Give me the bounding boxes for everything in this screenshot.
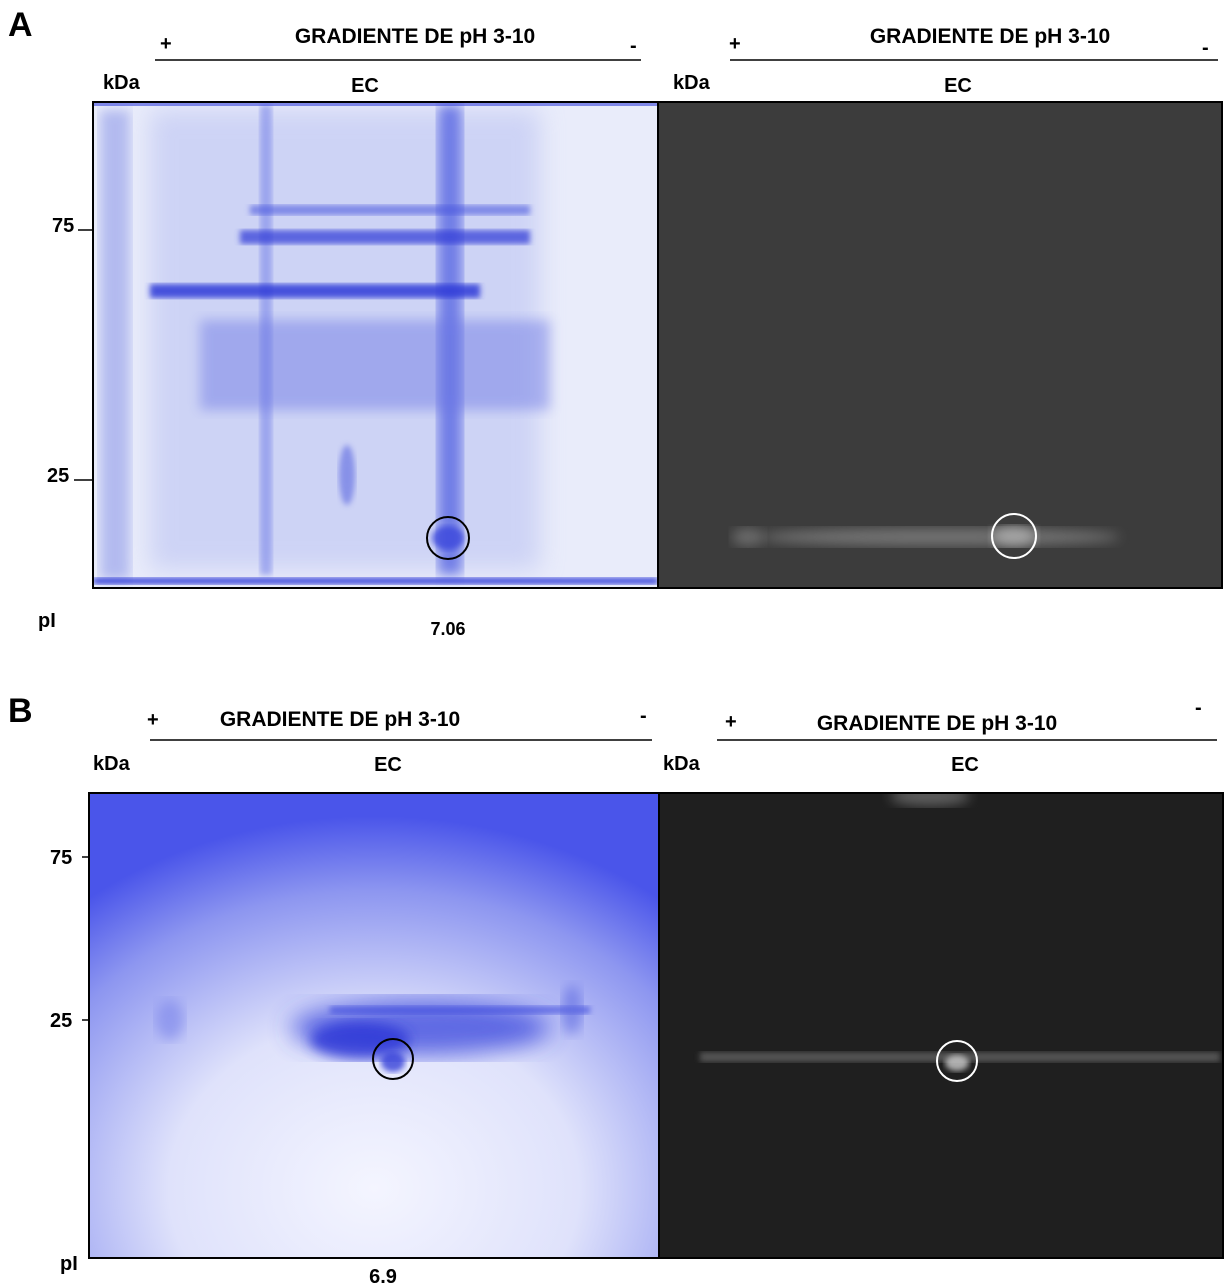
gradient-label: GRADIENTE DE pH 3-10 <box>295 25 535 48</box>
plus-sign: + <box>729 33 741 55</box>
gel-band <box>150 284 480 298</box>
gel-band <box>330 1006 590 1014</box>
gel-spot <box>562 985 582 1035</box>
activity-spot <box>945 1055 969 1071</box>
gel-spot <box>339 445 355 505</box>
marker-label: 25 <box>50 1010 72 1032</box>
gel-b-stained <box>89 793 659 1258</box>
gel-band <box>250 205 530 215</box>
gel-frame <box>657 101 1223 589</box>
kda-label: kDa <box>673 72 711 94</box>
gel-smear <box>200 320 550 410</box>
gel-smear <box>310 1022 410 1058</box>
gradient-label: GRADIENTE DE pH 3-10 <box>220 708 460 731</box>
marker-label: 25 <box>47 465 69 487</box>
gel-spot <box>381 1052 405 1072</box>
panel-label: A <box>8 6 33 44</box>
gel-background <box>659 793 1223 1258</box>
minus-sign: - <box>1202 37 1209 59</box>
gel-a-stained <box>93 102 658 588</box>
pi-label: pI <box>38 610 56 632</box>
gel-frame <box>658 792 1224 1259</box>
spot-circle <box>426 516 470 560</box>
plus-sign: + <box>160 33 172 55</box>
activity-band <box>760 528 1120 546</box>
marker-lane <box>100 110 130 580</box>
minus-sign: - <box>1195 697 1202 719</box>
panel-label: B <box>8 692 33 730</box>
activity-spot <box>992 526 1036 546</box>
gel-a-zymogram <box>658 102 1222 588</box>
gel-artifact <box>890 793 970 806</box>
pi-label: pI <box>60 1253 78 1275</box>
sample-label: EC <box>374 754 402 776</box>
plus-sign: + <box>147 709 159 731</box>
gel-band <box>240 230 530 244</box>
gradient-label: GRADIENTE DE pH 3-10 <box>870 25 1110 48</box>
spot-circle <box>372 1038 414 1080</box>
pi-value: 6.9 <box>369 1266 397 1287</box>
sample-label: EC <box>944 75 972 97</box>
spot-circle <box>936 1040 978 1082</box>
gel-front <box>93 578 658 584</box>
gel-spot <box>432 526 464 550</box>
minus-sign: - <box>640 705 647 727</box>
spot-circle <box>991 513 1037 559</box>
pi-value: 7.06 <box>430 619 465 639</box>
gradient-label: GRADIENTE DE pH 3-10 <box>817 712 1057 735</box>
gel-top <box>93 102 658 106</box>
gel-spot <box>156 1000 184 1040</box>
plus-sign: + <box>725 711 737 733</box>
kda-label: kDa <box>663 753 701 775</box>
sample-label: EC <box>351 75 379 97</box>
minus-sign: - <box>630 35 637 57</box>
marker-label: 75 <box>50 847 72 869</box>
kda-label: kDa <box>93 753 131 775</box>
gel-b-zymogram <box>659 793 1223 1258</box>
kda-label: kDa <box>103 72 141 94</box>
gel-background <box>658 102 1222 588</box>
sample-label: EC <box>951 754 979 776</box>
marker-label: 75 <box>52 215 74 237</box>
activity-band <box>732 528 764 546</box>
